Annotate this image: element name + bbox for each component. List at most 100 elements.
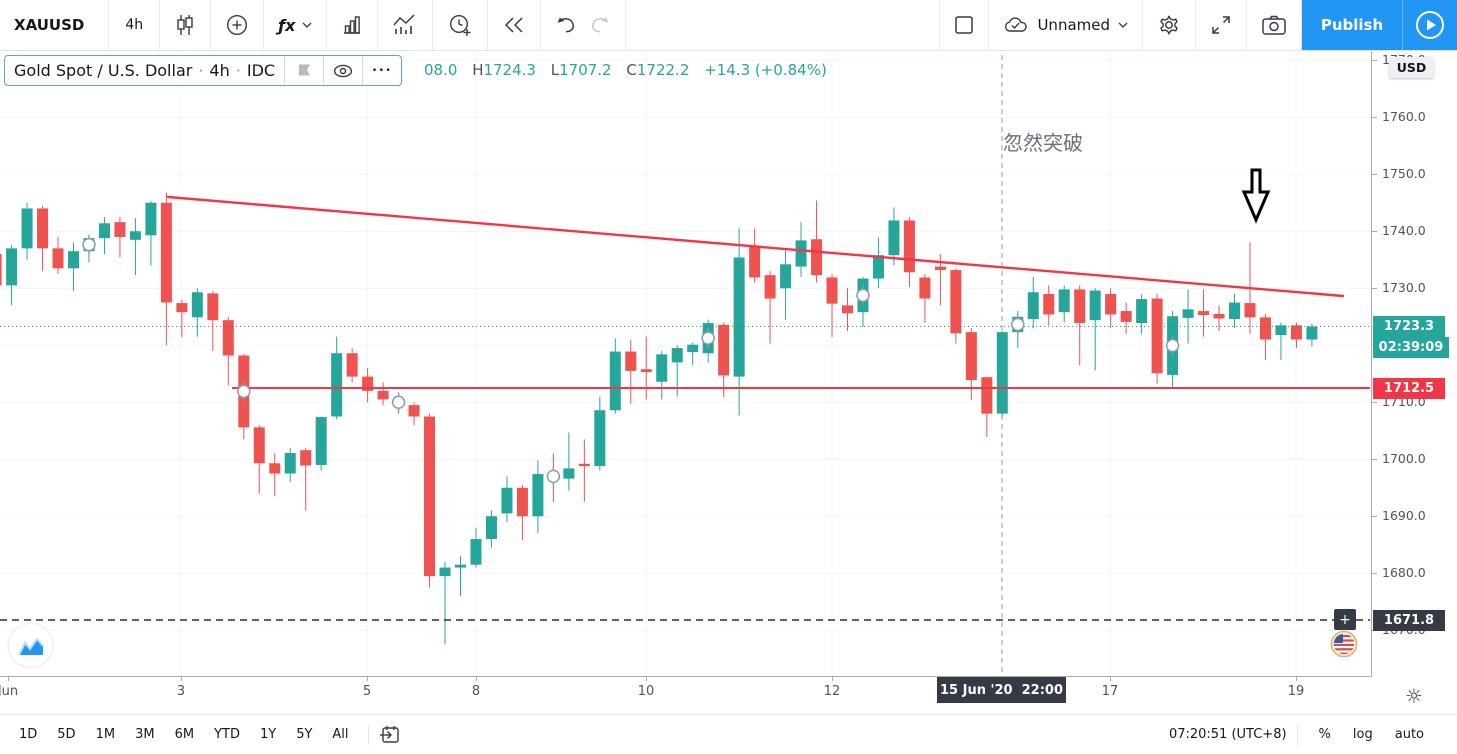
chevron-down-icon	[302, 22, 312, 28]
fullscreen-button[interactable]	[1196, 0, 1247, 50]
ohlc-open-partial: 08.0	[424, 61, 458, 79]
bar-chart-icon	[344, 16, 361, 34]
candle-body	[671, 348, 683, 363]
range-button-6m[interactable]: 6M	[174, 727, 195, 742]
range-button-3m[interactable]: 3M	[135, 727, 155, 742]
candle-body	[888, 220, 900, 256]
series-anchor-handle[interactable]	[856, 288, 870, 303]
layout-square-icon	[955, 16, 974, 34]
sun-icon[interactable]: ☼	[1405, 683, 1423, 708]
go-to-date-button[interactable]	[379, 725, 401, 745]
bar-style-button[interactable]	[160, 0, 212, 50]
layout-name-button[interactable]: Unnamed	[989, 0, 1143, 50]
divider	[1296, 724, 1298, 745]
down-arrow-annotation[interactable]	[1240, 167, 1272, 225]
candle-body	[37, 208, 49, 249]
auto-scale-button[interactable]: auto	[1394, 727, 1424, 742]
price-tick-label: 1740.0	[1382, 223, 1426, 239]
alarm-clock-plus-icon	[450, 14, 471, 36]
symbol-button[interactable]: XAUUSD	[0, 0, 110, 50]
candle-body	[965, 332, 977, 381]
legend-title[interactable]: Gold Spot / U.S. Dollar · 4h · IDC	[5, 56, 284, 85]
replay-button[interactable]	[488, 0, 542, 50]
candle-body	[826, 277, 838, 304]
zigzag-volume-icon	[393, 14, 415, 34]
series-anchor-handle[interactable]	[1165, 338, 1180, 353]
candle-body	[160, 202, 172, 303]
legend-visibility-button[interactable]	[323, 56, 362, 85]
percent-scale-button[interactable]: %	[1318, 727, 1331, 742]
candle-body	[1120, 311, 1132, 322]
snapshot-button[interactable]	[1247, 0, 1302, 50]
range-button-1d[interactable]: 1D	[19, 727, 38, 742]
publish-button[interactable]: Publish	[1302, 0, 1402, 50]
price-tick-label: 1730.0	[1382, 280, 1426, 296]
chart-logo-button[interactable]	[8, 623, 53, 668]
price-axis[interactable]: USD 1723.3 02:39:09 1712.5 1671.8 1770.0…	[1371, 50, 1457, 714]
ohlc-low-value: 1707.2	[559, 61, 612, 79]
price-tick-mark	[1372, 173, 1377, 175]
candle-body	[129, 231, 141, 240]
layout-select-button[interactable]	[939, 0, 990, 50]
candle-body	[52, 248, 64, 269]
range-button-5y[interactable]: 5Y	[296, 727, 313, 742]
series-anchor-handle[interactable]	[546, 469, 561, 484]
candle-body	[501, 487, 513, 514]
trendline-drawing[interactable]	[166, 195, 1345, 298]
clock-utc[interactable]: 07:20:51 (UTC+8)	[1168, 727, 1287, 742]
range-button-5d[interactable]: 5D	[57, 727, 76, 742]
candle-body	[996, 332, 1008, 414]
range-button-all[interactable]: All	[332, 727, 349, 742]
chart-properties-button[interactable]	[1143, 0, 1196, 50]
toolbar-spacer	[626, 0, 939, 50]
publish-play-button[interactable]	[1402, 0, 1457, 50]
red-level-badge: 1712.5	[1373, 377, 1445, 399]
candle-body	[842, 305, 853, 314]
compare-button[interactable]	[211, 0, 265, 50]
series-anchor-handle[interactable]	[391, 395, 406, 410]
legend-more-button[interactable]: •••	[362, 56, 401, 85]
alert-button[interactable]	[433, 0, 489, 50]
candle-body	[1229, 302, 1240, 320]
indicators-button[interactable]: ƒx	[264, 0, 328, 50]
interval-button[interactable]: 4h	[109, 0, 161, 50]
candle-body	[485, 516, 497, 540]
candle-body	[1259, 317, 1271, 340]
symbol-legend[interactable]: Gold Spot / U.S. Dollar · 4h · IDC •••	[4, 55, 403, 86]
legend-flag-button[interactable]	[284, 56, 323, 85]
candle-body	[687, 344, 699, 353]
legend-feed: IDC	[246, 61, 276, 80]
indicator-templates-button[interactable]	[327, 0, 379, 50]
range-button-ytd[interactable]: YTD	[214, 727, 240, 742]
log-scale-button[interactable]: log	[1352, 727, 1373, 742]
text-annotation[interactable]: 忽然突破	[1003, 131, 1083, 155]
candle-body	[749, 245, 761, 278]
series-anchor-handle[interactable]	[701, 331, 715, 345]
candle-body	[532, 474, 544, 517]
legend-interval: 4h	[209, 61, 230, 80]
currency-badge: USD	[1389, 57, 1434, 78]
time-axis[interactable]: 15 Jun '20 22:00 Jun 3 5 8 10 12 17 19	[0, 676, 1371, 715]
candle-body	[1074, 289, 1086, 324]
top-toolbar: XAUUSD 4h ƒx	[0, 0, 1457, 51]
series-anchor-handle[interactable]	[1011, 317, 1025, 332]
candle-body	[1182, 309, 1194, 318]
series-anchor-handle[interactable]	[237, 384, 251, 399]
undo-button[interactable]	[541, 0, 583, 50]
axis-settings-corner[interactable]: ☼	[1371, 677, 1457, 714]
area-chart-icon	[17, 636, 44, 655]
dark-level-badge: 1671.8	[1373, 609, 1445, 631]
chart-pattern-button[interactable]	[378, 0, 434, 50]
range-button-1y[interactable]: 1Y	[259, 727, 277, 742]
chevron-down-icon	[1118, 22, 1128, 28]
candle-body	[222, 320, 234, 356]
range-button-1m[interactable]: 1M	[95, 727, 116, 742]
us-flag-icon[interactable]	[1330, 630, 1358, 662]
redo-button[interactable]	[583, 0, 627, 50]
candle-body	[903, 220, 915, 273]
add-alert-plus-chip[interactable]: +	[1334, 609, 1356, 630]
series-anchor-handle[interactable]	[82, 237, 96, 252]
price-tick-mark	[1372, 59, 1377, 61]
